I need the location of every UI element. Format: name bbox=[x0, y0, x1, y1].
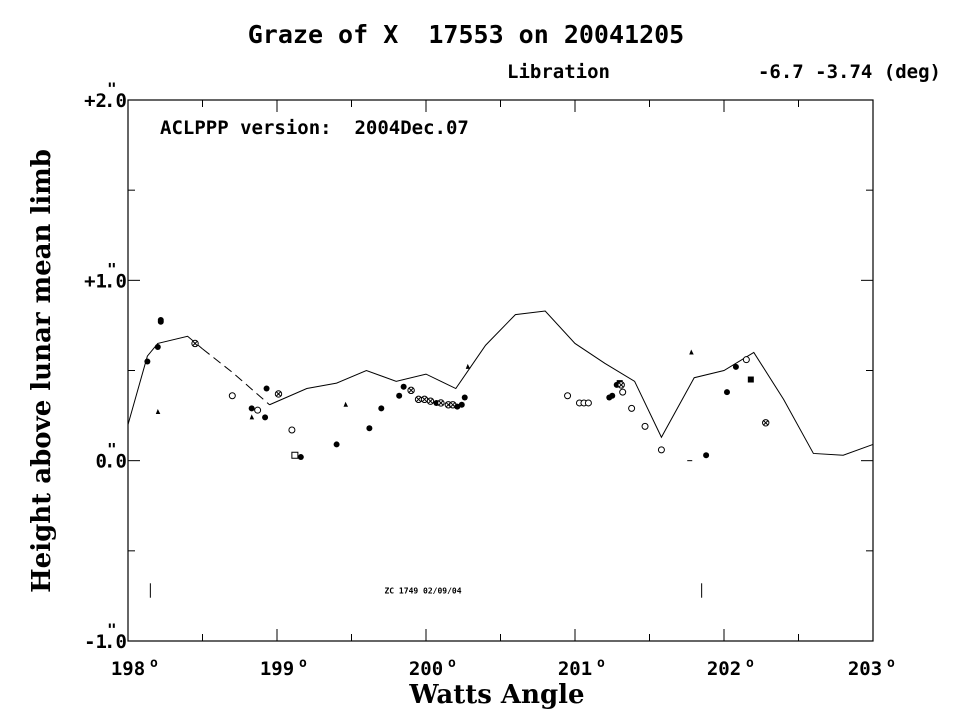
point-triangle bbox=[689, 349, 694, 355]
event-markers bbox=[149, 583, 703, 598]
point-filled bbox=[262, 414, 269, 421]
x-tick-label: 199 bbox=[260, 658, 294, 680]
point-open bbox=[564, 392, 572, 400]
x-tick-degree: o bbox=[597, 656, 605, 671]
y-tick-fraction: .0 bbox=[104, 451, 127, 473]
point-open bbox=[584, 399, 592, 407]
point-filled bbox=[723, 389, 730, 396]
point-open bbox=[288, 426, 296, 434]
version-label: ACLPPP version: 2004Dec.07 bbox=[160, 117, 469, 139]
point-crossed-bar bbox=[450, 402, 456, 408]
point-filled bbox=[263, 385, 270, 392]
point-crossed bbox=[426, 397, 435, 405]
y-tick-seconds: " bbox=[107, 440, 117, 459]
point-crossed-bar bbox=[618, 382, 624, 388]
point-crossed bbox=[274, 390, 283, 398]
point-crossed-bar bbox=[415, 396, 422, 402]
point-filled bbox=[461, 394, 468, 401]
point-square bbox=[747, 376, 754, 383]
point-filled bbox=[458, 401, 465, 408]
x-tick-label: 201 bbox=[558, 658, 592, 680]
point-crossed bbox=[414, 395, 423, 404]
x-tick-degree: o bbox=[150, 656, 158, 671]
y-tick-fraction: .0 bbox=[104, 270, 127, 292]
x-tick-degree: o bbox=[448, 656, 456, 671]
y-tick-fraction: .0 bbox=[104, 631, 127, 653]
profile-dashed-line bbox=[202, 348, 270, 406]
libration-values: -6.7 -3.74 (deg) bbox=[758, 61, 941, 83]
point-filled bbox=[609, 392, 616, 399]
point-crossed-bar bbox=[192, 340, 198, 347]
point-crossed-bar bbox=[427, 398, 434, 404]
x-tick-label: 200 bbox=[409, 658, 443, 680]
point-filled bbox=[144, 358, 151, 365]
limb-profile bbox=[127, 310, 874, 456]
chart-title: Graze of X 17553 on 20041205 bbox=[248, 20, 685, 49]
observation-points bbox=[144, 317, 770, 462]
annotation-label: ZC 1749 02/09/04 bbox=[384, 587, 461, 596]
x-axis-label: Watts Angle bbox=[408, 680, 584, 710]
point-open bbox=[641, 422, 649, 430]
point-open bbox=[228, 392, 236, 400]
point-open bbox=[619, 388, 627, 396]
point-filled bbox=[396, 392, 403, 399]
y-axis-label: Height above lunar mean limb bbox=[27, 149, 57, 593]
plot-area bbox=[127, 99, 874, 642]
point-filled bbox=[378, 405, 385, 412]
point-crossed-bar bbox=[275, 391, 282, 397]
x-tick-degree: o bbox=[887, 656, 895, 671]
point-triangle bbox=[465, 363, 471, 369]
point-crossed bbox=[191, 339, 199, 348]
point-triangle bbox=[249, 414, 255, 420]
point-crossed-bar bbox=[763, 420, 769, 426]
y-tick-fraction: .0 bbox=[104, 90, 127, 112]
profile-line bbox=[269, 310, 874, 456]
point-crossed-bar bbox=[421, 396, 428, 402]
point-crossed-bar bbox=[438, 400, 444, 406]
x-tick-label: 198 bbox=[111, 658, 145, 680]
libration-label: Libration bbox=[507, 61, 610, 83]
point-open bbox=[628, 404, 636, 412]
point-filled bbox=[154, 344, 161, 351]
point-triangle bbox=[343, 401, 349, 407]
y-tick-seconds: " bbox=[107, 259, 117, 278]
point-square-open bbox=[291, 451, 299, 459]
y-tick-label: +1 bbox=[84, 270, 107, 292]
point-crossed bbox=[762, 419, 770, 427]
point-filled bbox=[400, 383, 407, 390]
point-open bbox=[657, 446, 665, 454]
point-filled bbox=[732, 363, 739, 370]
x-tick-label: 203 bbox=[848, 658, 882, 680]
point-filled bbox=[366, 425, 373, 432]
y-tick-seconds: " bbox=[107, 79, 117, 98]
point-filled bbox=[297, 454, 304, 461]
y-tick-label: 0 bbox=[96, 451, 107, 473]
point-filled bbox=[248, 405, 255, 412]
point-filled bbox=[333, 441, 340, 448]
x-tick-label: 202 bbox=[707, 658, 741, 680]
point-filled bbox=[703, 452, 710, 459]
x-axis: 198 o 199 o 200 o 201 o 202 o 203 o bbox=[111, 100, 895, 680]
point-triangle bbox=[155, 408, 161, 414]
point-filled bbox=[157, 317, 164, 324]
x-tick-degree: o bbox=[746, 656, 754, 671]
y-axis: +2".0+1".00".0-1".0 bbox=[84, 79, 873, 653]
profile-line bbox=[127, 335, 203, 425]
point-open bbox=[742, 356, 750, 364]
x-tick-degree: o bbox=[299, 656, 307, 671]
point-crossed-bar bbox=[408, 387, 414, 393]
point-crossed bbox=[617, 381, 625, 389]
point-crossed bbox=[407, 386, 415, 395]
y-tick-seconds: " bbox=[107, 620, 117, 639]
point-crossed bbox=[437, 399, 445, 407]
point-crossed bbox=[420, 395, 429, 404]
point-open bbox=[254, 406, 262, 414]
y-tick-label: -1 bbox=[84, 631, 107, 653]
y-tick-label: +2 bbox=[84, 90, 107, 112]
